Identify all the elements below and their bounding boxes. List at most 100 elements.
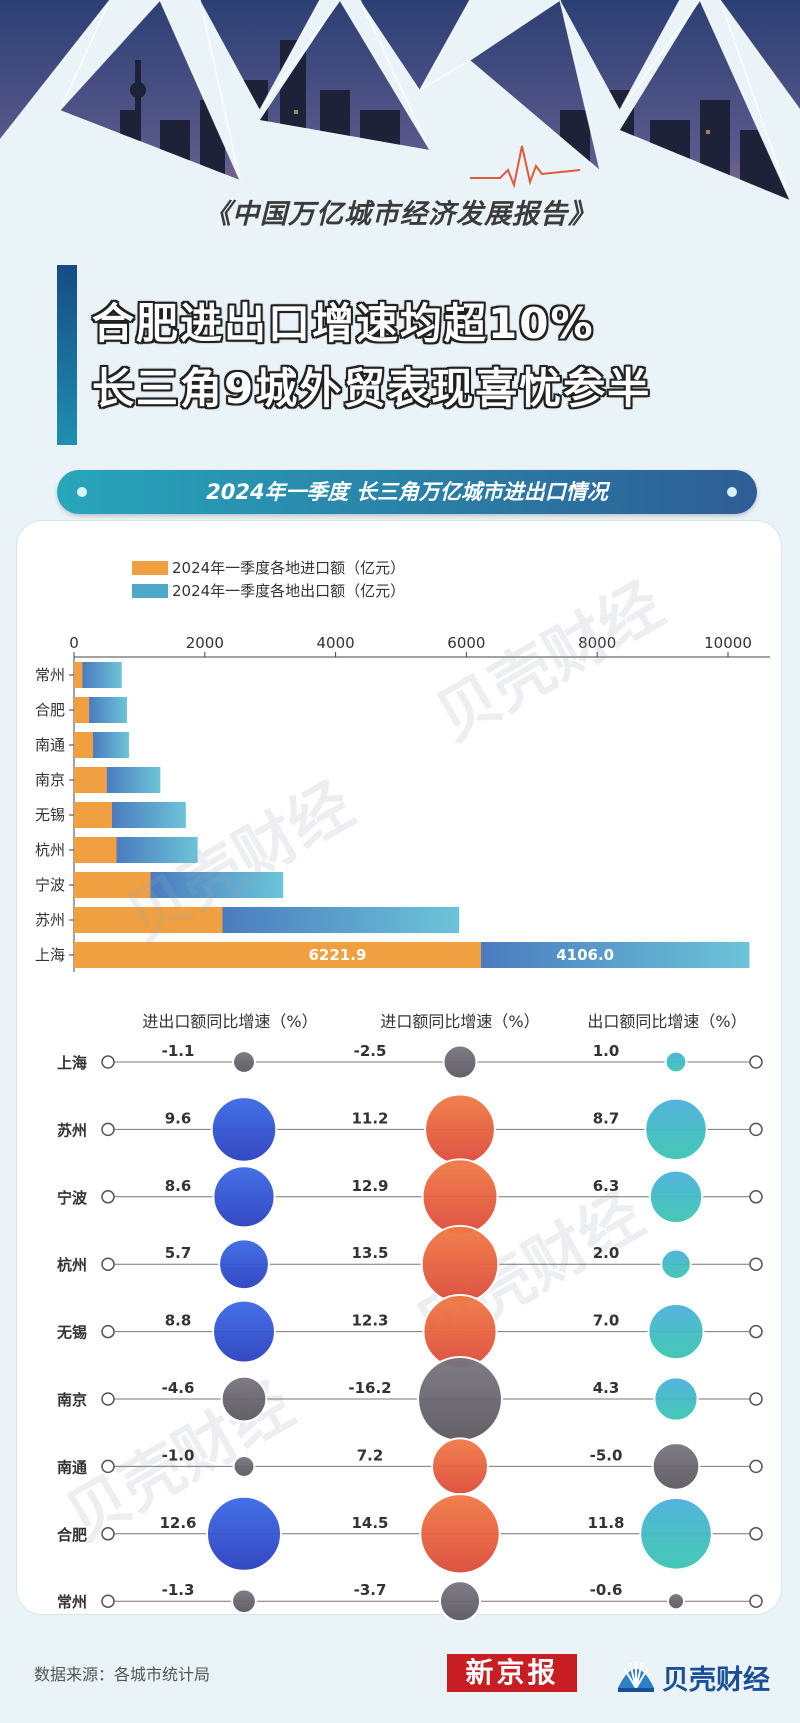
- bubble-0-4: [212, 1299, 276, 1364]
- bubble-1-2: [421, 1158, 499, 1236]
- bubble-value-label: 2.0: [593, 1244, 620, 1262]
- bubble-value-label: 12.3: [351, 1312, 388, 1330]
- bar-export-4: [111, 802, 186, 828]
- x-tick-label: 4000: [317, 634, 355, 652]
- bubble-value-label: -0.6: [590, 1581, 623, 1599]
- bubble-value-label: 12.9: [351, 1177, 388, 1195]
- bubble-1-8: [438, 1580, 482, 1623]
- legend-label-export: 2024年一季度各地出口额（亿元）: [172, 582, 406, 600]
- bubble-0-7: [206, 1495, 282, 1572]
- bubble-value-label: 5.7: [165, 1244, 192, 1262]
- bubble-1-3: [420, 1224, 500, 1304]
- bar-export-8: [480, 942, 750, 968]
- bubble-0-8: [231, 1588, 257, 1615]
- data-label-export: 4106.0: [556, 946, 614, 964]
- bubble-value-label: 4.3: [593, 1379, 620, 1397]
- bubble-row-label: 宁波: [57, 1189, 88, 1207]
- bar-import-7: [74, 907, 223, 933]
- row-end-marker-right: [749, 1459, 763, 1474]
- bubble-2-3: [660, 1248, 692, 1280]
- y-tick-label: 杭州: [35, 841, 65, 859]
- bubble-value-label: 14.5: [351, 1514, 388, 1532]
- bubble-value-label: 8.8: [165, 1312, 192, 1330]
- bubble-value-label: -1.0: [162, 1446, 195, 1464]
- bubble-row-label: 苏州: [57, 1121, 87, 1139]
- bar-export-0: [82, 662, 122, 688]
- bar-import-2: [74, 732, 93, 758]
- row-end-marker-left: [101, 1324, 115, 1339]
- x-tick-label: 10000: [704, 634, 752, 652]
- bubble-row-label: 上海: [57, 1054, 87, 1072]
- bubble-row-label: 无锡: [56, 1324, 87, 1342]
- bar-export-1: [89, 697, 127, 723]
- bubble-value-label: -1.3: [162, 1581, 195, 1599]
- bubble-2-2: [648, 1169, 704, 1224]
- bubble-0-2: [212, 1165, 276, 1229]
- bubble-value-label: 11.2: [351, 1109, 388, 1127]
- bubble-1-0: [442, 1044, 478, 1080]
- legend-swatch-export: [132, 583, 168, 598]
- bubble-row-label: 南京: [57, 1391, 87, 1409]
- bubble-2-5: [653, 1376, 699, 1422]
- bar-import-4: [74, 802, 112, 828]
- bubble-value-label: 1.0: [593, 1042, 620, 1060]
- watermark-text-1: 贝壳财经: [114, 768, 365, 955]
- section-banner: 2024年一季度 长三角万亿城市进出口情况: [57, 470, 757, 514]
- x-tick-label: 8000: [578, 634, 616, 652]
- y-tick-label: 上海: [35, 946, 65, 964]
- x-tick-label: 0: [69, 634, 79, 652]
- row-end-marker-right: [749, 1594, 763, 1608]
- bubble-value-label: -4.6: [162, 1379, 195, 1397]
- y-tick-label: 宁波: [35, 876, 65, 894]
- bubble-0-6: [232, 1454, 256, 1478]
- bar-export-3: [106, 767, 161, 793]
- bubble-1-1: [424, 1093, 496, 1166]
- report-title: 《中国万亿城市经济发展报告》: [204, 199, 596, 230]
- bubble-2-7: [639, 1496, 713, 1571]
- bubble-0-0: [232, 1050, 256, 1074]
- bubble-value-label: 13.5: [351, 1244, 388, 1262]
- skyline-illustration: [0, 0, 800, 260]
- bubble-value-label: 7.2: [357, 1446, 384, 1464]
- bubble-value-label: 6.3: [593, 1177, 620, 1195]
- headline-line-2: 长三角9城外贸表现喜忧参半: [92, 364, 652, 413]
- bubble-0-1: [210, 1096, 278, 1163]
- row-end-marker-right: [749, 1324, 763, 1339]
- bubble-value-label: 8.7: [593, 1109, 620, 1127]
- bubble-value-label: 12.6: [159, 1514, 196, 1532]
- bubble-2-4: [647, 1303, 705, 1361]
- bubble-column-title: 出口额同比增速（%）: [587, 1012, 746, 1031]
- row-end-marker-right: [749, 1190, 763, 1204]
- bar-import-0: [74, 662, 83, 688]
- bubble-2-6: [651, 1442, 701, 1491]
- row-end-marker-left: [101, 1055, 115, 1069]
- headline-line-1: 合肥进出口增速均超10%: [92, 299, 595, 348]
- bar-export-2: [92, 732, 129, 758]
- bubble-column-title: 进口额同比增速（%）: [380, 1012, 539, 1031]
- bar-import-6: [74, 872, 151, 898]
- bubble-value-label: -3.7: [354, 1581, 387, 1599]
- bubble-value-label: 7.0: [593, 1312, 620, 1330]
- bar-export-7: [222, 907, 460, 933]
- bar-export-6: [150, 872, 284, 898]
- bubble-2-0: [664, 1050, 688, 1074]
- data-label-import: 6221.9: [309, 946, 367, 964]
- bubble-1-6: [431, 1437, 489, 1496]
- row-end-marker-left: [101, 1190, 115, 1204]
- y-tick-label: 苏州: [35, 911, 65, 929]
- xjb-logo: 新京报: [447, 1654, 577, 1692]
- bubble-1-7: [419, 1493, 501, 1575]
- bar-import-5: [74, 837, 117, 863]
- bubble-value-label: -16.2: [348, 1379, 391, 1397]
- bar-import-1: [74, 697, 90, 723]
- x-tick-label: 2000: [186, 634, 224, 652]
- headline-accent-bar: [57, 265, 77, 445]
- bar-import-3: [74, 767, 107, 793]
- bar-import-8: [74, 942, 481, 968]
- banner-dot-right: [727, 487, 737, 497]
- bubble-value-label: 8.6: [165, 1177, 192, 1195]
- bubble-value-label: 11.8: [587, 1514, 624, 1532]
- bubble-0-3: [218, 1238, 270, 1291]
